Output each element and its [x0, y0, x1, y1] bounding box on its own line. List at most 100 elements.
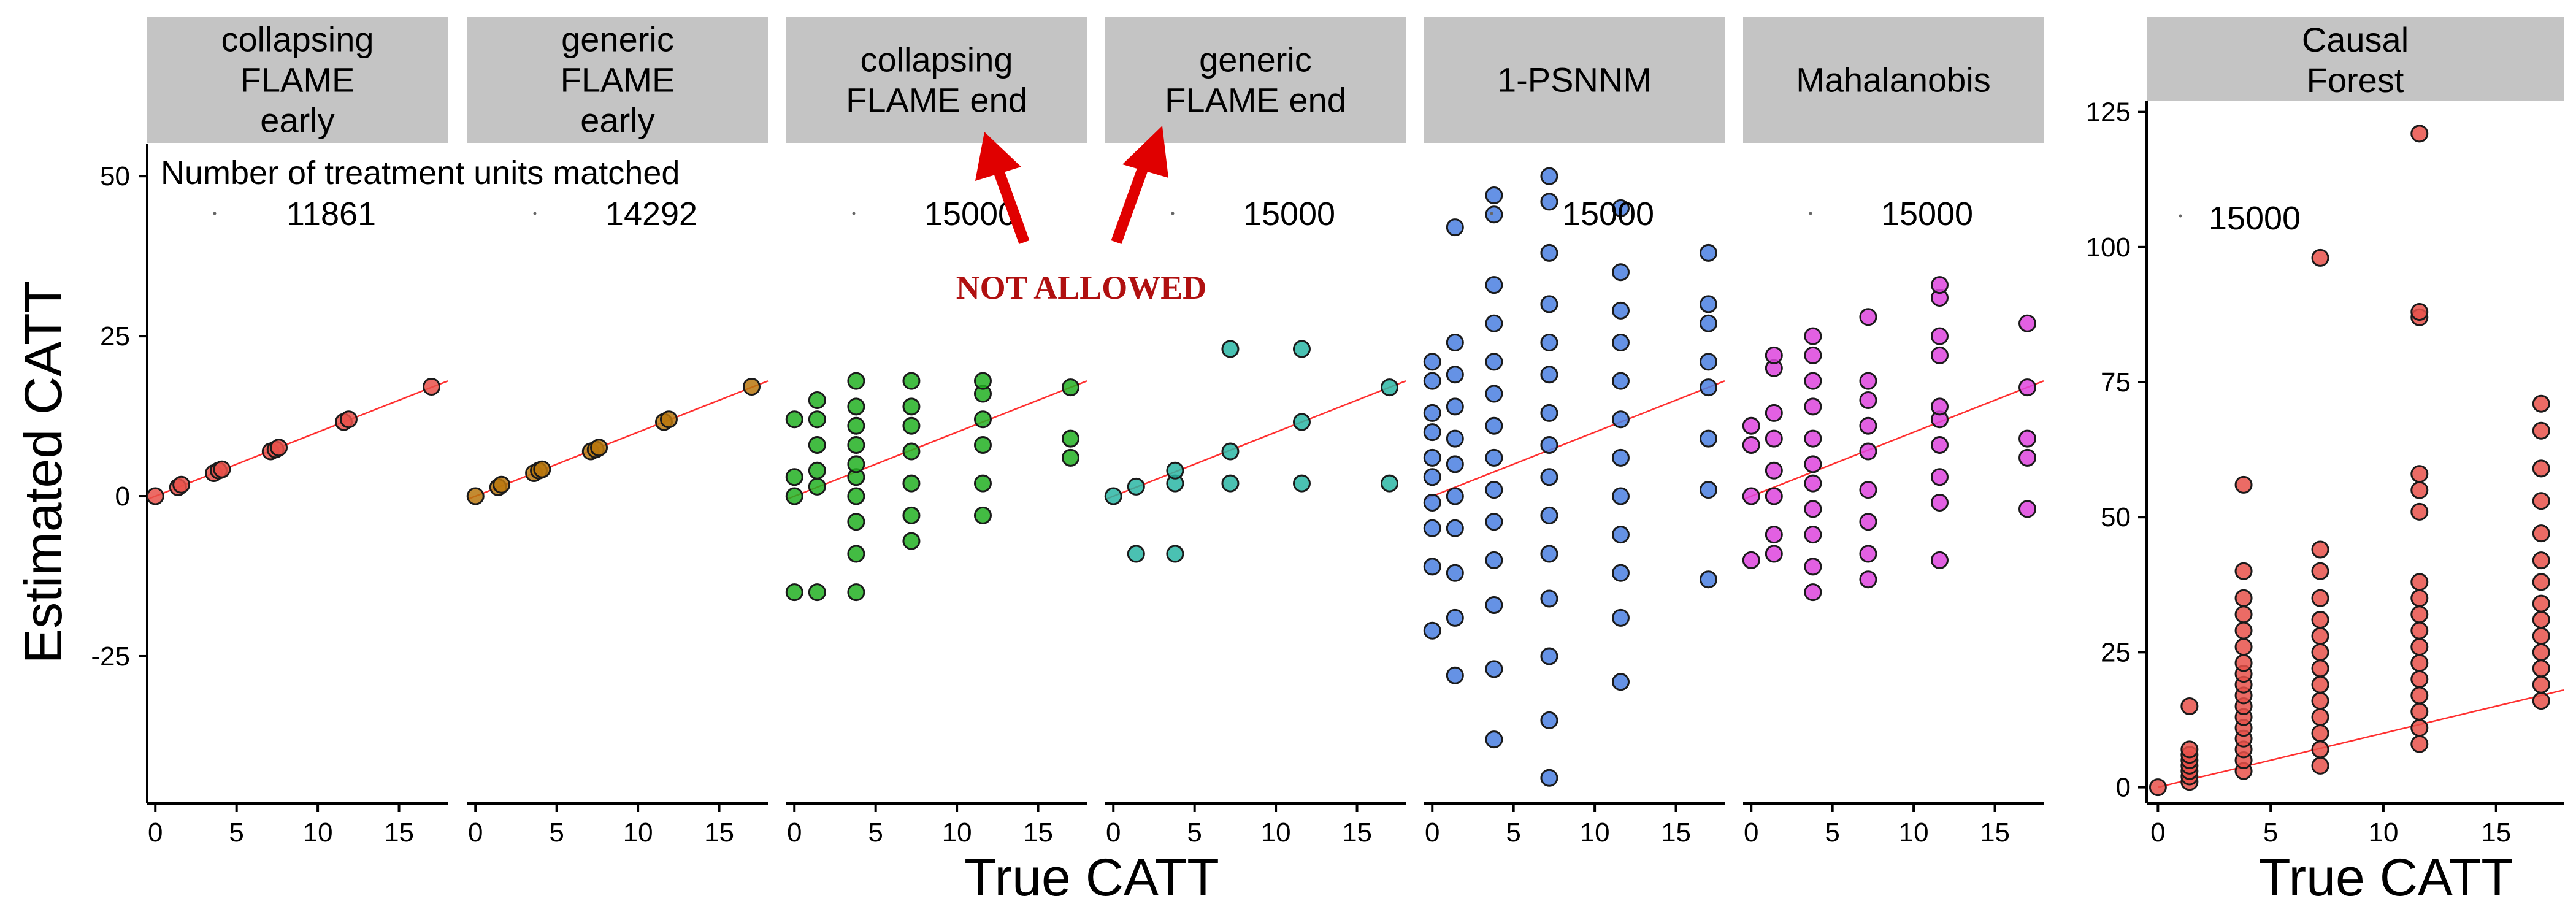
facet-strip	[147, 17, 448, 143]
x-tick-label: 15	[1980, 818, 2010, 848]
data-point	[847, 513, 865, 531]
data-point	[1446, 608, 1464, 627]
x-tick-label: 10	[1580, 818, 1610, 848]
y-tick-label: 50	[100, 161, 130, 191]
data-point	[1859, 442, 1877, 461]
data-point	[1446, 366, 1464, 384]
not-allowed-label: NOT ALLOWED	[956, 269, 1207, 306]
data-point	[1540, 468, 1558, 486]
data-point	[1446, 218, 1464, 237]
data-point	[808, 477, 826, 496]
data-point	[659, 410, 678, 429]
data-point	[1540, 366, 1558, 384]
data-point	[1611, 301, 1630, 320]
identity-line	[1742, 380, 2044, 500]
data-point	[743, 378, 761, 396]
data-point	[1540, 506, 1558, 524]
facet-strip-label: collapsing FLAME end	[846, 40, 1027, 120]
data-point	[1540, 711, 1558, 729]
data-point	[1540, 295, 1558, 313]
data-point	[2410, 481, 2429, 499]
data-point	[902, 474, 921, 493]
data-point	[2311, 708, 2329, 726]
data-point	[1765, 404, 1783, 422]
data-point	[1804, 583, 1822, 602]
data-point	[2532, 659, 2550, 678]
facet-strip	[786, 17, 1087, 143]
data-point	[1859, 372, 1877, 390]
data-point	[2018, 429, 2037, 448]
data-point	[1423, 423, 1441, 442]
data-point	[973, 410, 992, 429]
x-tick-label: 15	[384, 818, 414, 848]
matched-count-label: 11861	[286, 196, 376, 232]
data-point	[2311, 756, 2329, 775]
data-point	[2532, 524, 2550, 543]
arrow-left-shaft	[991, 163, 1030, 245]
data-point	[2532, 459, 2550, 478]
x-axis-title-causal-forest: True CATT	[2258, 848, 2513, 907]
identity-line	[467, 380, 769, 500]
data-point	[847, 372, 865, 390]
data-point	[1540, 193, 1558, 211]
data-point	[1700, 314, 1718, 332]
y-tick-label: 25	[100, 321, 130, 351]
data-point	[2410, 502, 2429, 521]
data-point	[1127, 477, 1145, 496]
data-point	[1742, 551, 1760, 569]
data-point	[1446, 487, 1464, 505]
x-tick-label: 5	[2263, 818, 2278, 848]
data-point	[1485, 481, 1503, 499]
data-point	[2311, 540, 2329, 559]
panel-generic-flame-end: generic FLAME end 0 5 10 15 15000	[1104, 17, 1406, 848]
data-point	[1765, 429, 1783, 448]
data-point	[2532, 675, 2550, 694]
data-point	[533, 460, 551, 478]
data-point	[2532, 421, 2550, 440]
data-point	[2311, 589, 2329, 607]
facet-strip	[2147, 17, 2564, 101]
data-point	[1804, 372, 1822, 390]
data-point	[339, 410, 358, 429]
data-point	[1446, 334, 1464, 352]
x-tick-label: 0	[468, 818, 483, 848]
data-point	[2311, 740, 2329, 759]
y-tick-label: 75	[2101, 367, 2131, 397]
data-point	[1804, 346, 1822, 364]
data-point	[2234, 654, 2253, 672]
data-point	[1446, 455, 1464, 473]
data-point	[2018, 314, 2037, 332]
data-point	[1611, 263, 1630, 282]
data-point	[1765, 346, 1783, 364]
data-point	[1540, 167, 1558, 185]
data-point	[2410, 465, 2429, 483]
data-point	[847, 436, 865, 454]
data-point	[2532, 692, 2550, 710]
y-axis-title: Estimated CATT	[14, 281, 73, 664]
data-point	[847, 583, 865, 602]
data-point	[1540, 334, 1558, 352]
data-point	[1446, 519, 1464, 537]
data-point	[1700, 570, 1718, 589]
data-point	[1166, 461, 1184, 480]
data-point	[2532, 627, 2550, 645]
x-tick-label: 0	[148, 818, 163, 848]
data-point	[1485, 353, 1503, 371]
data-point	[1765, 545, 1783, 563]
data-point	[973, 372, 992, 390]
data-point	[466, 487, 485, 505]
data-point	[2234, 589, 2253, 607]
data-point	[2410, 702, 2429, 721]
data-point	[1423, 621, 1441, 640]
data-point	[1062, 448, 1080, 467]
data-point	[1446, 564, 1464, 582]
data-point	[808, 436, 826, 454]
x-tick-label: 0	[1106, 818, 1121, 848]
data-point	[2311, 724, 2329, 742]
data-point	[1742, 487, 1760, 505]
data-point	[1930, 276, 1949, 294]
data-point	[1859, 481, 1877, 499]
data-point	[1804, 397, 1822, 416]
data-point	[1700, 243, 1718, 262]
